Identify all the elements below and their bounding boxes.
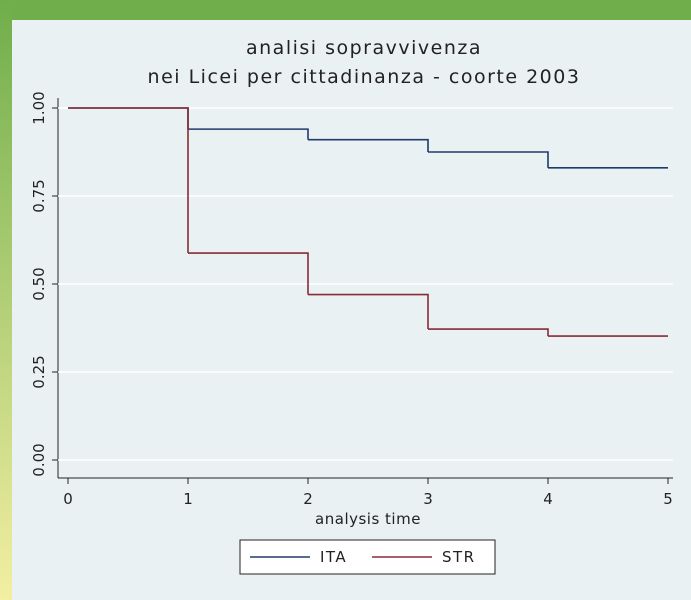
- side-bar: [0, 0, 12, 600]
- legend-label: STR: [442, 548, 476, 566]
- top-bar: [0, 0, 691, 20]
- y-tick-label: 0.75: [30, 179, 48, 212]
- step-segment: [308, 138, 429, 152]
- step-segment: [188, 252, 309, 295]
- x-tick-label: 3: [423, 490, 433, 508]
- step-segment: [188, 128, 309, 140]
- y-tick-label: 0.50: [30, 267, 48, 300]
- y-tick-label: 0.00: [30, 443, 48, 476]
- x-tick-label: 1: [183, 490, 193, 508]
- x-tick-label: 0: [63, 490, 73, 508]
- x-tick-label: 4: [543, 490, 553, 508]
- step-segment: [308, 293, 429, 330]
- y-tick-label: 1.00: [30, 91, 48, 124]
- chart-title: nei Licei per cittadinanza - coorte 2003: [148, 66, 581, 88]
- legend-label: ITA: [320, 548, 347, 566]
- step-segment: [68, 107, 189, 254]
- x-tick-label: 2: [303, 490, 313, 508]
- step-segment: [428, 151, 549, 168]
- y-tick-label: 0.25: [30, 355, 48, 388]
- step-segment: [428, 328, 549, 337]
- chart-title: analisi sopravvivenza: [246, 37, 482, 59]
- x-tick-label: 5: [663, 490, 673, 508]
- x-axis-label: analysis time: [315, 510, 421, 528]
